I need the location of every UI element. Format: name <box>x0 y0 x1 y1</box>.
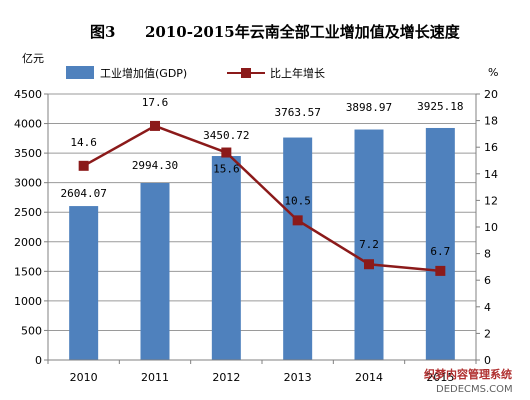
y-right-tick-label: 2 <box>484 327 491 340</box>
series-line <box>83 124 441 273</box>
y-left-tick-label: 1500 <box>14 265 42 278</box>
gridlines <box>48 93 476 331</box>
x-tick-label: 2015 <box>426 371 454 384</box>
y-right-tick-label: 20 <box>484 88 498 101</box>
bar <box>211 156 241 360</box>
line-point <box>292 215 303 226</box>
bar <box>425 127 455 361</box>
bar-data-label: 2604.07 <box>60 187 106 200</box>
bar-data-label: 2994.30 <box>132 159 178 172</box>
legend-swatch-bar <box>66 66 94 79</box>
bar <box>354 129 384 360</box>
chart-title: 2010-2015年云南全部工业增加值及增长速度 <box>145 23 461 41</box>
bar-data-label: 3763.57 <box>274 106 320 119</box>
line-point <box>78 160 89 171</box>
watermark-text-en: DEDECMS.COM <box>436 384 513 395</box>
y-left-tick-label: 3500 <box>14 147 42 160</box>
line-data-label: 15.6 <box>213 163 240 176</box>
y-right-tick-label: 18 <box>484 115 498 128</box>
line-data-label: 14.6 <box>70 136 97 149</box>
bar <box>283 137 313 360</box>
line-point <box>364 259 374 270</box>
y-right-tick-label: 12 <box>484 194 498 207</box>
y-left-tick-label: 2500 <box>14 206 42 219</box>
y-right-tick-label: 8 <box>484 248 491 261</box>
line-data-label: 6.7 <box>430 245 450 258</box>
bar-data-label: 3898.97 <box>346 101 392 114</box>
y-left-tick-label: 4000 <box>14 118 42 131</box>
y-right-tick-label: 10 <box>484 221 498 234</box>
bar-series <box>69 127 455 361</box>
line-series <box>78 120 446 276</box>
y-left-unit: 亿元 <box>22 52 44 65</box>
line-data-label: 10.5 <box>284 194 311 207</box>
line-point <box>150 120 160 131</box>
y-right-tick-label: 0 <box>484 354 491 367</box>
x-tick-label: 2014 <box>355 371 383 384</box>
legend-label-line: 比上年增长 <box>270 66 325 80</box>
y-left-tick-label: 2000 <box>14 236 42 249</box>
y-right-tick-label: 4 <box>484 301 491 314</box>
y-left-tick-label: 3000 <box>14 177 42 190</box>
line-data-label: 17.6 <box>142 96 169 109</box>
y-right-tick-label: 6 <box>484 274 491 287</box>
watermark-text-cn: 织梦内容管理系统 <box>424 367 512 381</box>
data-labels: 2604.07 2994.30 3450.72 3763.57 3898.97 3925.… <box>60 96 463 258</box>
x-tick-label: 2012 <box>212 371 240 384</box>
x-tick-label: 2011 <box>141 371 169 384</box>
axes: 0 500 1000 1500 2000 2500 3000 3500 4000 4500 0 2 4 6… <box>14 88 498 384</box>
chart-title-prefix: 图3 <box>90 23 115 41</box>
legend-swatch-marker <box>241 68 251 78</box>
x-tick-label: 2010 <box>70 371 98 384</box>
bar <box>140 183 170 360</box>
bar-data-label: 3925.18 <box>417 100 463 113</box>
y-right-unit: % <box>488 66 498 79</box>
y-left-tick-label: 500 <box>21 324 42 337</box>
bar-data-label: 3450.72 <box>203 129 249 142</box>
line-data-label: 7.2 <box>359 238 379 251</box>
line-point <box>435 265 446 276</box>
y-right-tick-label: 16 <box>484 141 498 154</box>
x-tick-label: 2013 <box>284 371 312 384</box>
bar <box>69 206 99 360</box>
y-left-tick-label: 0 <box>35 354 42 367</box>
line-point <box>221 147 232 158</box>
y-left-tick-label: 1000 <box>14 295 42 308</box>
y-left-tick-label: 4500 <box>14 88 42 101</box>
legend-label-bar: 工业增加值(GDP) <box>100 66 187 80</box>
watermark: 织梦内容管理系统 DEDECMS.COM <box>424 367 513 395</box>
y-right-tick-label: 14 <box>484 168 498 181</box>
legend: 工业增加值(GDP) 比上年增长 <box>66 66 325 80</box>
